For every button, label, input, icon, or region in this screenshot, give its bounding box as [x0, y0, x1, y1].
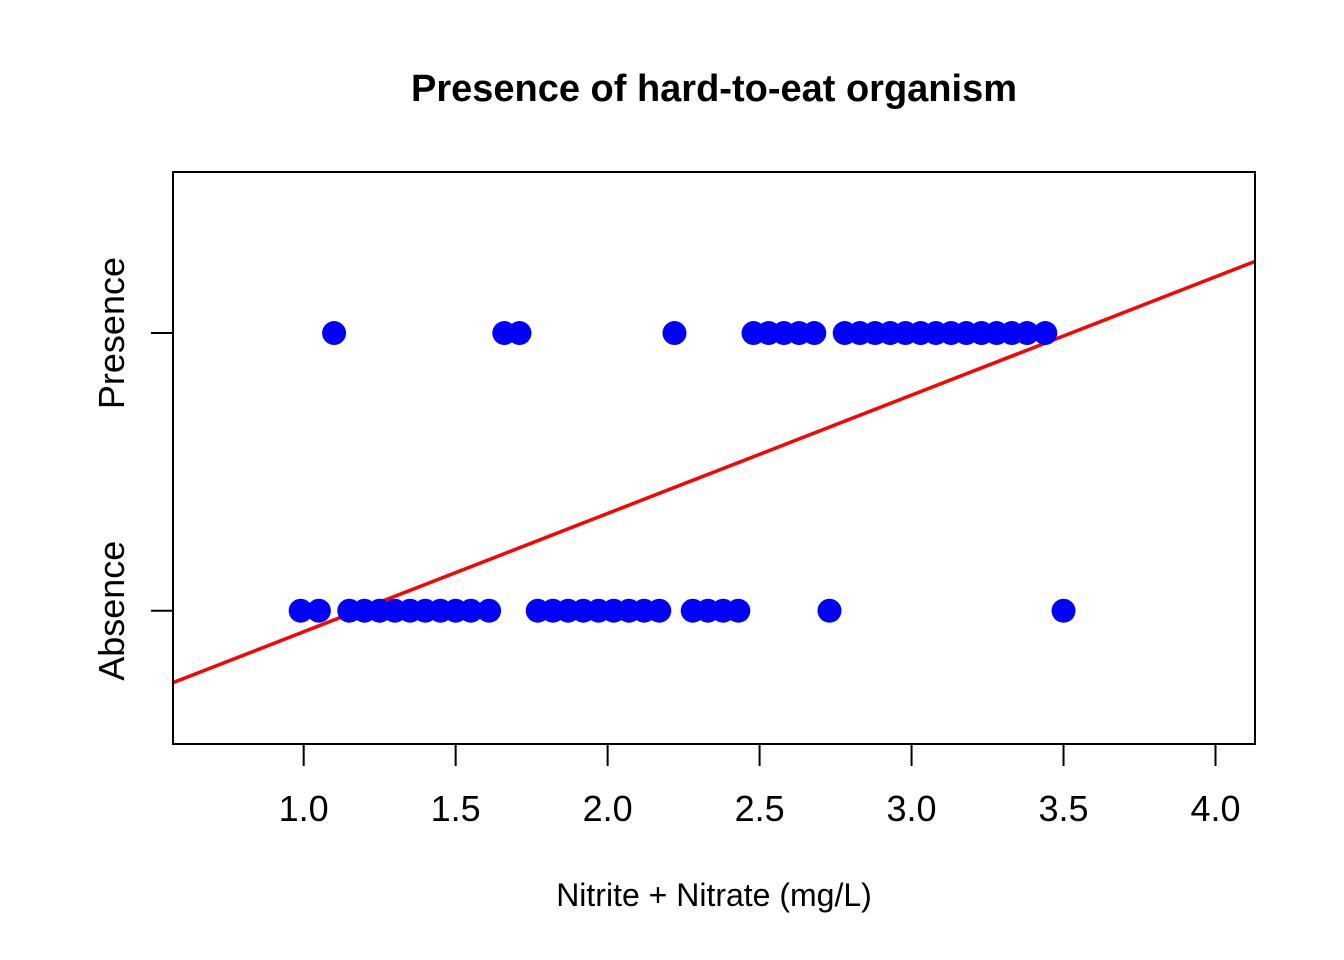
y-tick-label: Absence [91, 541, 132, 681]
data-point [477, 598, 502, 623]
data-point [507, 321, 532, 346]
x-axis: 1.0 1.5 2.0 2.5 3.0 3.5 4.0 [279, 743, 1241, 829]
data-point [288, 598, 313, 623]
plot-area [172, 171, 1256, 745]
x-tick-label: 2.5 [735, 788, 785, 829]
data-point [802, 321, 827, 346]
y-tick-label: Presence [91, 257, 132, 409]
data-point [458, 598, 483, 623]
x-tick-label: 3.5 [1038, 788, 1088, 829]
plot-frame [172, 171, 1256, 745]
chart-title: Presence of hard-to-eat organism [411, 68, 1017, 110]
points-layer [288, 321, 1076, 623]
data-point [1051, 598, 1076, 623]
data-point [647, 598, 672, 623]
data-point [1015, 321, 1040, 346]
x-tick-label: 1.5 [431, 788, 481, 829]
data-point [306, 598, 331, 623]
x-tick-label: 2.0 [583, 788, 633, 829]
data-point [726, 598, 751, 623]
x-tick-label: 3.0 [887, 788, 937, 829]
data-point [662, 321, 687, 346]
x-tick-label: 1.0 [279, 788, 329, 829]
x-axis-label: Nitrite + Nitrate (mg/L) [556, 877, 872, 913]
data-point [1033, 321, 1058, 346]
data-point [817, 598, 842, 623]
x-tick-label: 4.0 [1190, 788, 1240, 829]
y-axis: Absence Presence [91, 257, 173, 681]
data-point [322, 321, 347, 346]
